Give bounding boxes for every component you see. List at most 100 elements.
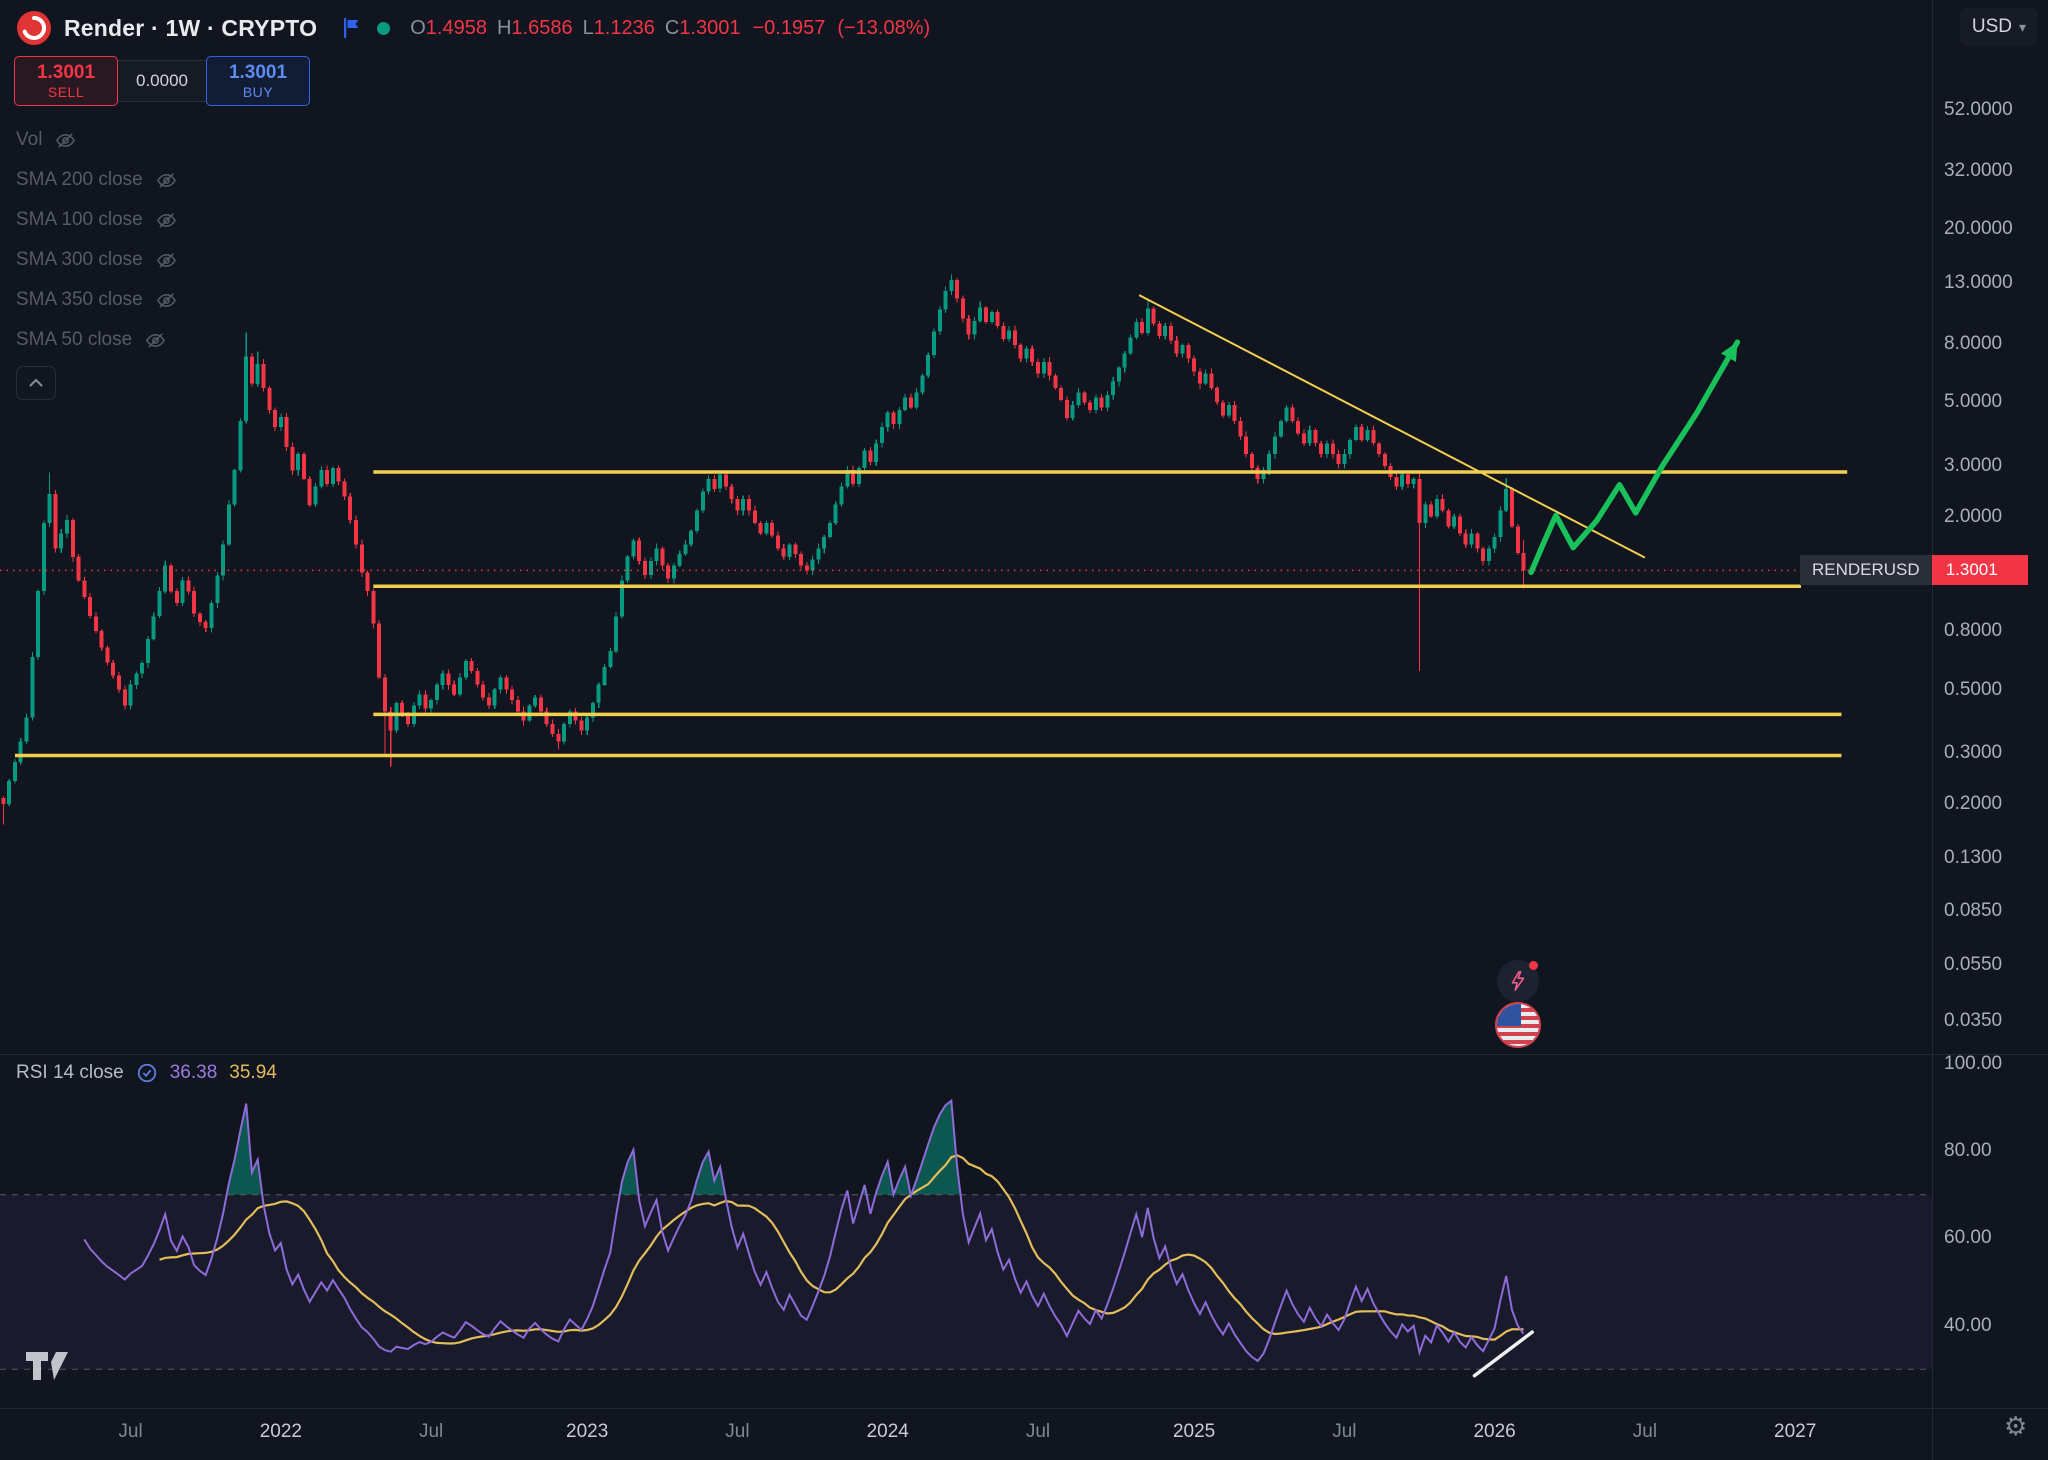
chart-legend-header: Render · 1W · CRYPTO O1.4958 H1.6586 L1.…	[16, 10, 930, 46]
rsi-refresh-icon[interactable]	[136, 1062, 158, 1084]
close-value: 1.3001	[679, 16, 741, 39]
time-axis-label: 2026	[1473, 1421, 1516, 1442]
change-value: −0.1957	[752, 16, 826, 39]
time-axis-label: 2025	[1172, 1421, 1216, 1442]
drawn-yellow-lines[interactable]	[14, 294, 1848, 758]
price-axis-label: 0.0850	[1944, 899, 2003, 921]
market-open-dot[interactable]	[377, 21, 391, 35]
flag-canton	[1497, 1004, 1522, 1026]
time-axis-label: 2022	[259, 1421, 302, 1442]
price-axis-label: 0.2000	[1944, 792, 2003, 814]
time-axis-label: 2024	[866, 1421, 909, 1442]
time-axis-label: Jul	[1332, 1421, 1357, 1442]
price-axis-label: 0.1300	[1944, 846, 2003, 868]
rsi-legend[interactable]: RSI 14 close 36.38 35.94	[16, 1062, 277, 1084]
ohlc-readout: O1.4958 H1.6586 L1.1236 C1.3001 −0.1957 …	[410, 17, 930, 40]
indicator-list: Vol SMA 200 close SMA 100 close SMA 300 …	[16, 120, 178, 360]
rsi-axis-label: 100.00	[1944, 1053, 2003, 1074]
indicator-label: SMA 100 close	[16, 209, 143, 230]
time-axis-label: Jul	[1025, 1421, 1051, 1442]
indicator-label: SMA 350 close	[16, 289, 143, 310]
time-axis[interactable]: Jul 2022 Jul 2023 Jul 2024 Jul 2025 Jul 2026 Jul 20…	[0, 1421, 2048, 1451]
indicator-row-sma100[interactable]: SMA 100 close	[16, 200, 178, 240]
order-panel: 1.3001 SELL 0.0000 1.3001 BUY	[14, 56, 310, 106]
price-axis[interactable]: 52.0000 32.0000 20.0000 13.0000 8.0000 5.0000…	[1944, 0, 2048, 1408]
eye-off-icon[interactable]	[54, 129, 77, 152]
rsi-ma-value: 35.94	[229, 1062, 277, 1083]
candles-layer[interactable]	[1, 274, 1526, 825]
indicator-row-sma50[interactable]: SMA 50 close	[16, 320, 178, 360]
time-axis-label: Jul	[118, 1421, 143, 1442]
high-label: H	[496, 16, 512, 39]
indicator-row-sma200[interactable]: SMA 200 close	[16, 160, 178, 200]
eye-off-icon[interactable]	[155, 169, 178, 192]
sell-button[interactable]: 1.3001 SELL	[14, 56, 118, 106]
currency-selector[interactable]: USD ▾	[1959, 8, 2038, 46]
buy-label: BUY	[242, 83, 274, 100]
indicator-row-sma350[interactable]: SMA 350 close	[16, 280, 178, 320]
indicator-label: SMA 200 close	[16, 169, 143, 190]
price-axis-label: 3.0000	[1944, 455, 2003, 476]
price-axis-label: 20.0000	[1944, 218, 2013, 240]
projection-arrow[interactable]	[1528, 339, 1741, 576]
eye-off-icon[interactable]	[155, 249, 178, 272]
render-logo	[16, 10, 52, 46]
tradingview-logo[interactable]	[26, 1352, 70, 1385]
high-value: 1.6586	[511, 16, 573, 39]
indicator-row-vol[interactable]: Vol	[16, 120, 178, 160]
change-percent: (−13.08%)	[837, 16, 931, 39]
flag-icon[interactable]	[339, 16, 363, 40]
price-badge: 1.3001	[1931, 555, 2028, 586]
price-axis-label: 2.0000	[1944, 505, 2003, 527]
close-label: C	[664, 16, 680, 39]
rsi-axis-label: 80.00	[1944, 1140, 1992, 1162]
rsi-line[interactable]	[83, 1098, 1525, 1363]
currency-label: USD	[1971, 16, 2012, 37]
low-value: 1.1236	[593, 16, 655, 39]
spread-value: 0.0000	[118, 60, 206, 102]
sell-label: SELL	[47, 83, 85, 100]
price-axis-label: 5.0000	[1944, 391, 2003, 413]
gear-icon[interactable]: ⚙	[2004, 1412, 2028, 1442]
rsi-value: 36.38	[169, 1062, 218, 1083]
rsi-white-trendline[interactable]	[1472, 1330, 1534, 1378]
current-price-label: RENDERUSD 1.3001	[1800, 555, 2028, 586]
time-axis-label: Jul	[418, 1421, 444, 1442]
lightning-event-icon[interactable]	[1497, 960, 1539, 1002]
chevron-up-icon	[29, 378, 43, 387]
price-axis-label: 0.3000	[1944, 742, 2003, 764]
time-axis-label: 2027	[1774, 1421, 1817, 1442]
indicator-label: SMA 50 close	[16, 329, 133, 350]
open-label: O	[410, 16, 426, 39]
rsi-ma-line[interactable]	[159, 1154, 1524, 1345]
chevron-down-icon: ▾	[2018, 18, 2026, 35]
symbol-chip: RENDERUSD	[1800, 555, 1932, 586]
sell-price: 1.3001	[36, 62, 96, 84]
time-axis-label: Jul	[1632, 1421, 1658, 1442]
collapse-legend-button[interactable]	[16, 366, 56, 400]
price-axis-label: 0.0550	[1944, 954, 2003, 976]
us-flag-event-icon[interactable]	[1495, 1002, 1541, 1048]
rsi-axis-label: 60.00	[1944, 1227, 1992, 1249]
indicator-row-sma300[interactable]: SMA 300 close	[16, 240, 178, 280]
price-axis-label: 0.5000	[1944, 678, 2003, 700]
symbol-title[interactable]: Render · 1W · CRYPTO	[64, 14, 318, 41]
rsi-overbought-fill	[226, 1100, 961, 1195]
eye-off-icon[interactable]	[155, 289, 178, 312]
rsi-title[interactable]: RSI 14 close	[16, 1062, 124, 1083]
eye-off-icon[interactable]	[144, 329, 167, 352]
buy-button[interactable]: 1.3001 BUY	[206, 56, 310, 106]
buy-price: 1.3001	[228, 62, 288, 84]
price-axis-label: 13.0000	[1944, 272, 2013, 293]
price-axis-label: 8.0000	[1944, 332, 2003, 354]
rsi-axis-label: 40.00	[1944, 1314, 1992, 1336]
price-axis-label: 32.0000	[1944, 159, 2013, 181]
price-axis-label: 52.0000	[1944, 99, 2013, 120]
indicator-label: Vol	[16, 129, 43, 150]
time-axis-label: Jul	[725, 1421, 750, 1442]
notification-dot	[1529, 961, 1538, 970]
eye-off-icon[interactable]	[155, 209, 178, 232]
low-label: L	[582, 16, 594, 39]
